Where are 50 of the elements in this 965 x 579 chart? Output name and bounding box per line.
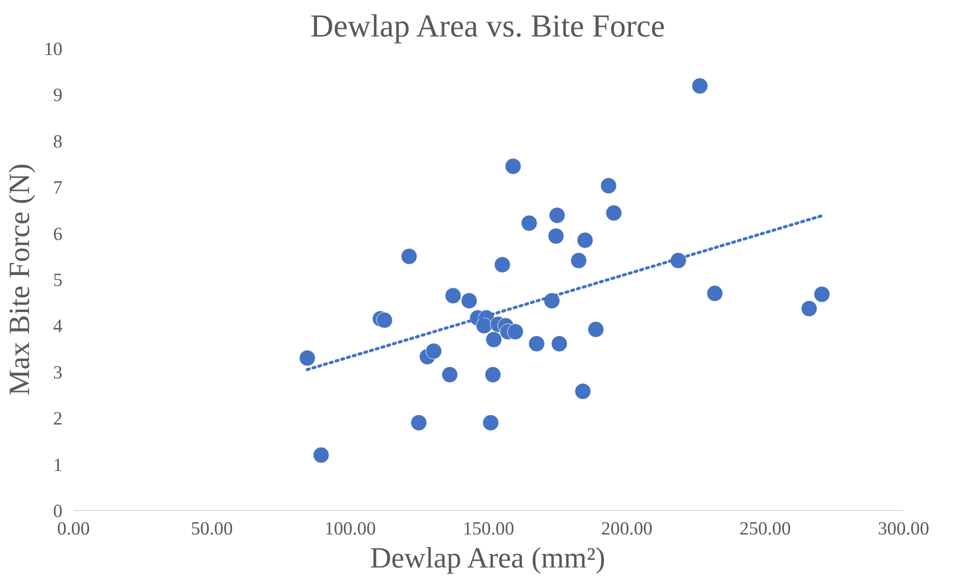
point xyxy=(476,317,492,334)
point xyxy=(800,300,818,317)
point xyxy=(507,323,524,340)
y-tick-label: 6 xyxy=(53,224,62,245)
point xyxy=(482,414,499,431)
y-tick-label: 9 xyxy=(53,85,62,106)
y-tick-label: 2 xyxy=(53,408,62,430)
point xyxy=(410,414,428,431)
point xyxy=(312,446,330,464)
point xyxy=(444,287,462,304)
x-tick-label: 50.00 xyxy=(190,518,233,540)
point xyxy=(600,177,617,194)
point xyxy=(520,214,538,232)
y-tick-label: 7 xyxy=(53,178,62,199)
x-tick-label: 100.00 xyxy=(324,518,376,540)
x-tick-label: 200.00 xyxy=(601,518,652,540)
point xyxy=(576,232,594,248)
point xyxy=(460,292,478,309)
point xyxy=(588,321,604,338)
point xyxy=(425,342,442,360)
point xyxy=(484,366,502,383)
y-tick-label: 4 xyxy=(53,316,64,338)
point xyxy=(486,331,502,348)
point xyxy=(814,286,830,303)
chart-title: Dewlap Area vs. Bite Force xyxy=(310,8,665,44)
y-axis-title: Max Bite Force (N) xyxy=(4,163,36,396)
x-tick-label: 250.00 xyxy=(740,518,791,540)
x-tick-label: 300.00 xyxy=(878,518,930,540)
point xyxy=(606,204,622,222)
point xyxy=(299,350,316,366)
point xyxy=(376,312,393,328)
x-tick-label: 150.00 xyxy=(462,518,514,540)
y-tick-label: 1 xyxy=(53,454,62,476)
y-tick-label: 3 xyxy=(53,362,62,384)
y-tick-label: 10 xyxy=(44,39,62,60)
point xyxy=(570,252,587,269)
point xyxy=(692,78,708,94)
point xyxy=(551,335,568,352)
point xyxy=(494,256,511,273)
point xyxy=(548,207,566,224)
x-axis-title: Dewlap Area (mm²) xyxy=(370,542,606,574)
point xyxy=(548,228,564,244)
point xyxy=(400,248,418,265)
point xyxy=(706,285,724,302)
y-tick-label: 8 xyxy=(53,131,62,152)
point xyxy=(504,158,522,175)
point xyxy=(574,383,592,400)
point xyxy=(442,366,458,383)
point xyxy=(528,335,545,352)
y-tick-label: 5 xyxy=(53,270,62,291)
